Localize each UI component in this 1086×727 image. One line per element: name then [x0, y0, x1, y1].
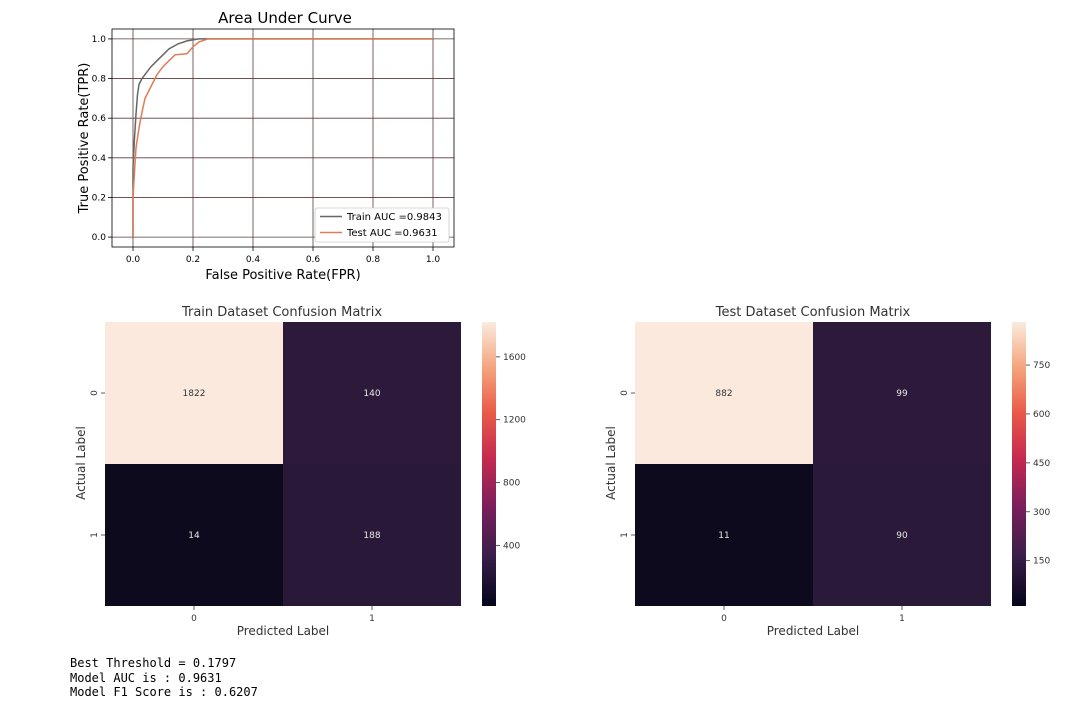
test-colorbar-tick-label: 600: [1033, 410, 1050, 420]
roc-legend-test-label: Test AUC =0.9631: [346, 228, 438, 239]
train-cell: [283, 322, 461, 464]
train-x-label: Predicted Label: [237, 624, 330, 638]
train-y-tick-label: 1: [90, 532, 100, 538]
console-output: Best Threshold = 0.1797 Model AUC is : 0…: [70, 656, 258, 700]
roc-y-label: True Positive Rate(TPR): [77, 63, 92, 215]
roc-train-curve: [132, 38, 433, 238]
roc-x-ticks: 0.0 0.2 0.4 0.6 0.8 1.0: [126, 247, 441, 265]
train-colorbar-tick-label: 1200: [503, 416, 526, 426]
test-colorbar-tick-label: 450: [1033, 459, 1050, 469]
test-x-tick-label: 1: [899, 614, 905, 624]
train-cell: [283, 464, 461, 606]
roc-x-tick-label: 0.0: [126, 255, 141, 265]
test-x-label: Predicted Label: [767, 624, 860, 638]
test-colorbar-tick-label: 150: [1033, 557, 1050, 567]
roc-legend: Train AUC =0.9843 Test AUC =0.9631: [314, 207, 450, 243]
train-cell-value: 188: [363, 531, 380, 541]
train-cell-value: 140: [363, 389, 380, 399]
roc-y-tick-label: 1.0: [92, 35, 107, 45]
train-x-tick-label: 1: [369, 614, 375, 624]
best-threshold-line: Best Threshold = 0.1797: [70, 656, 237, 670]
roc-grid: [112, 29, 454, 247]
test-cell-value: 99: [896, 389, 908, 399]
roc-x-tick-label: 1.0: [426, 255, 441, 265]
train-cell: [105, 464, 283, 606]
test-axis-ticks: 0 1 0 1: [620, 390, 905, 624]
test-colorbar-tick-label: 300: [1033, 508, 1050, 518]
test-colorbar-tick-label: 750: [1033, 361, 1050, 371]
model-auc-line: Model AUC is : 0.9631: [70, 670, 222, 685]
roc-x-tick-label: 0.2: [186, 255, 200, 265]
train-cells: 1822 140 14 188: [105, 322, 461, 606]
train-cell-value: 14: [188, 531, 200, 541]
roc-y-tick-label: 0.2: [92, 193, 106, 203]
roc-y-ticks: 0.0 0.2 0.4 0.6 0.8 1.0: [92, 35, 112, 243]
train-colorbar: [482, 322, 496, 606]
test-cells: 882 99 11 90: [635, 322, 991, 606]
train-y-label: Actual Label: [74, 426, 88, 500]
test-cell-value: 11: [718, 531, 729, 541]
train-colorbar-tick-label: 800: [503, 479, 520, 489]
test-x-tick-label: 0: [721, 614, 727, 624]
train-colorbar-ticks: 400 800 1200 1600: [496, 353, 526, 551]
train-y-tick-label: 0: [90, 390, 100, 396]
train-heatmap-title: Train Dataset Confusion Matrix: [181, 305, 382, 320]
roc-plot-frame: [111, 28, 455, 248]
model-f1-line: Model F1 Score is : 0.6207: [70, 685, 258, 699]
test-cell-value: 90: [896, 531, 908, 541]
roc-chart: Area Under Curve 0.0 0.2 0.4 0.6 0.8 1.0 0.00…: [77, 9, 455, 283]
roc-legend-train-label: Train AUC =0.9843: [346, 212, 442, 223]
train-colorbar-tick-label: 400: [503, 541, 520, 551]
roc-x-label: False Positive Rate(FPR): [205, 268, 360, 283]
roc-x-tick-label: 0.4: [246, 255, 261, 265]
roc-y-tick-label: 0.0: [92, 233, 107, 243]
train-x-tick-label: 0: [191, 614, 197, 624]
roc-y-tick-label: 0.4: [92, 154, 107, 164]
test-colorbar-ticks: 150 300 450 600 750: [1026, 361, 1050, 567]
test-y-tick-label: 0: [620, 390, 630, 396]
train-heatmap: Train Dataset Confusion Matrix 1822 14014…: [74, 305, 526, 638]
test-cell: [813, 464, 991, 606]
test-y-label: Actual Label: [604, 426, 618, 500]
roc-x-tick-label: 0.6: [306, 255, 321, 265]
test-cell: [635, 322, 813, 464]
train-cell-value: 1822: [183, 389, 206, 399]
roc-x-tick-label: 0.8: [366, 255, 381, 265]
test-cell: [635, 464, 813, 606]
train-axis-ticks: 0 1 0 1: [90, 390, 375, 624]
test-colorbar: [1012, 322, 1026, 606]
roc-legend-box: [314, 207, 450, 243]
train-colorbar-tick-label: 1600: [503, 353, 526, 363]
roc-test-curve: [132, 38, 433, 238]
test-cell: [813, 322, 991, 464]
roc-y-tick-label: 0.8: [92, 75, 107, 85]
test-cell-value: 882: [715, 389, 732, 399]
test-y-tick-label: 1: [620, 532, 630, 538]
train-cell: [105, 322, 283, 464]
test-heatmap-title: Test Dataset Confusion Matrix: [715, 305, 911, 320]
roc-title: Area Under Curve: [218, 9, 352, 27]
roc-y-tick-label: 0.6: [92, 114, 107, 124]
